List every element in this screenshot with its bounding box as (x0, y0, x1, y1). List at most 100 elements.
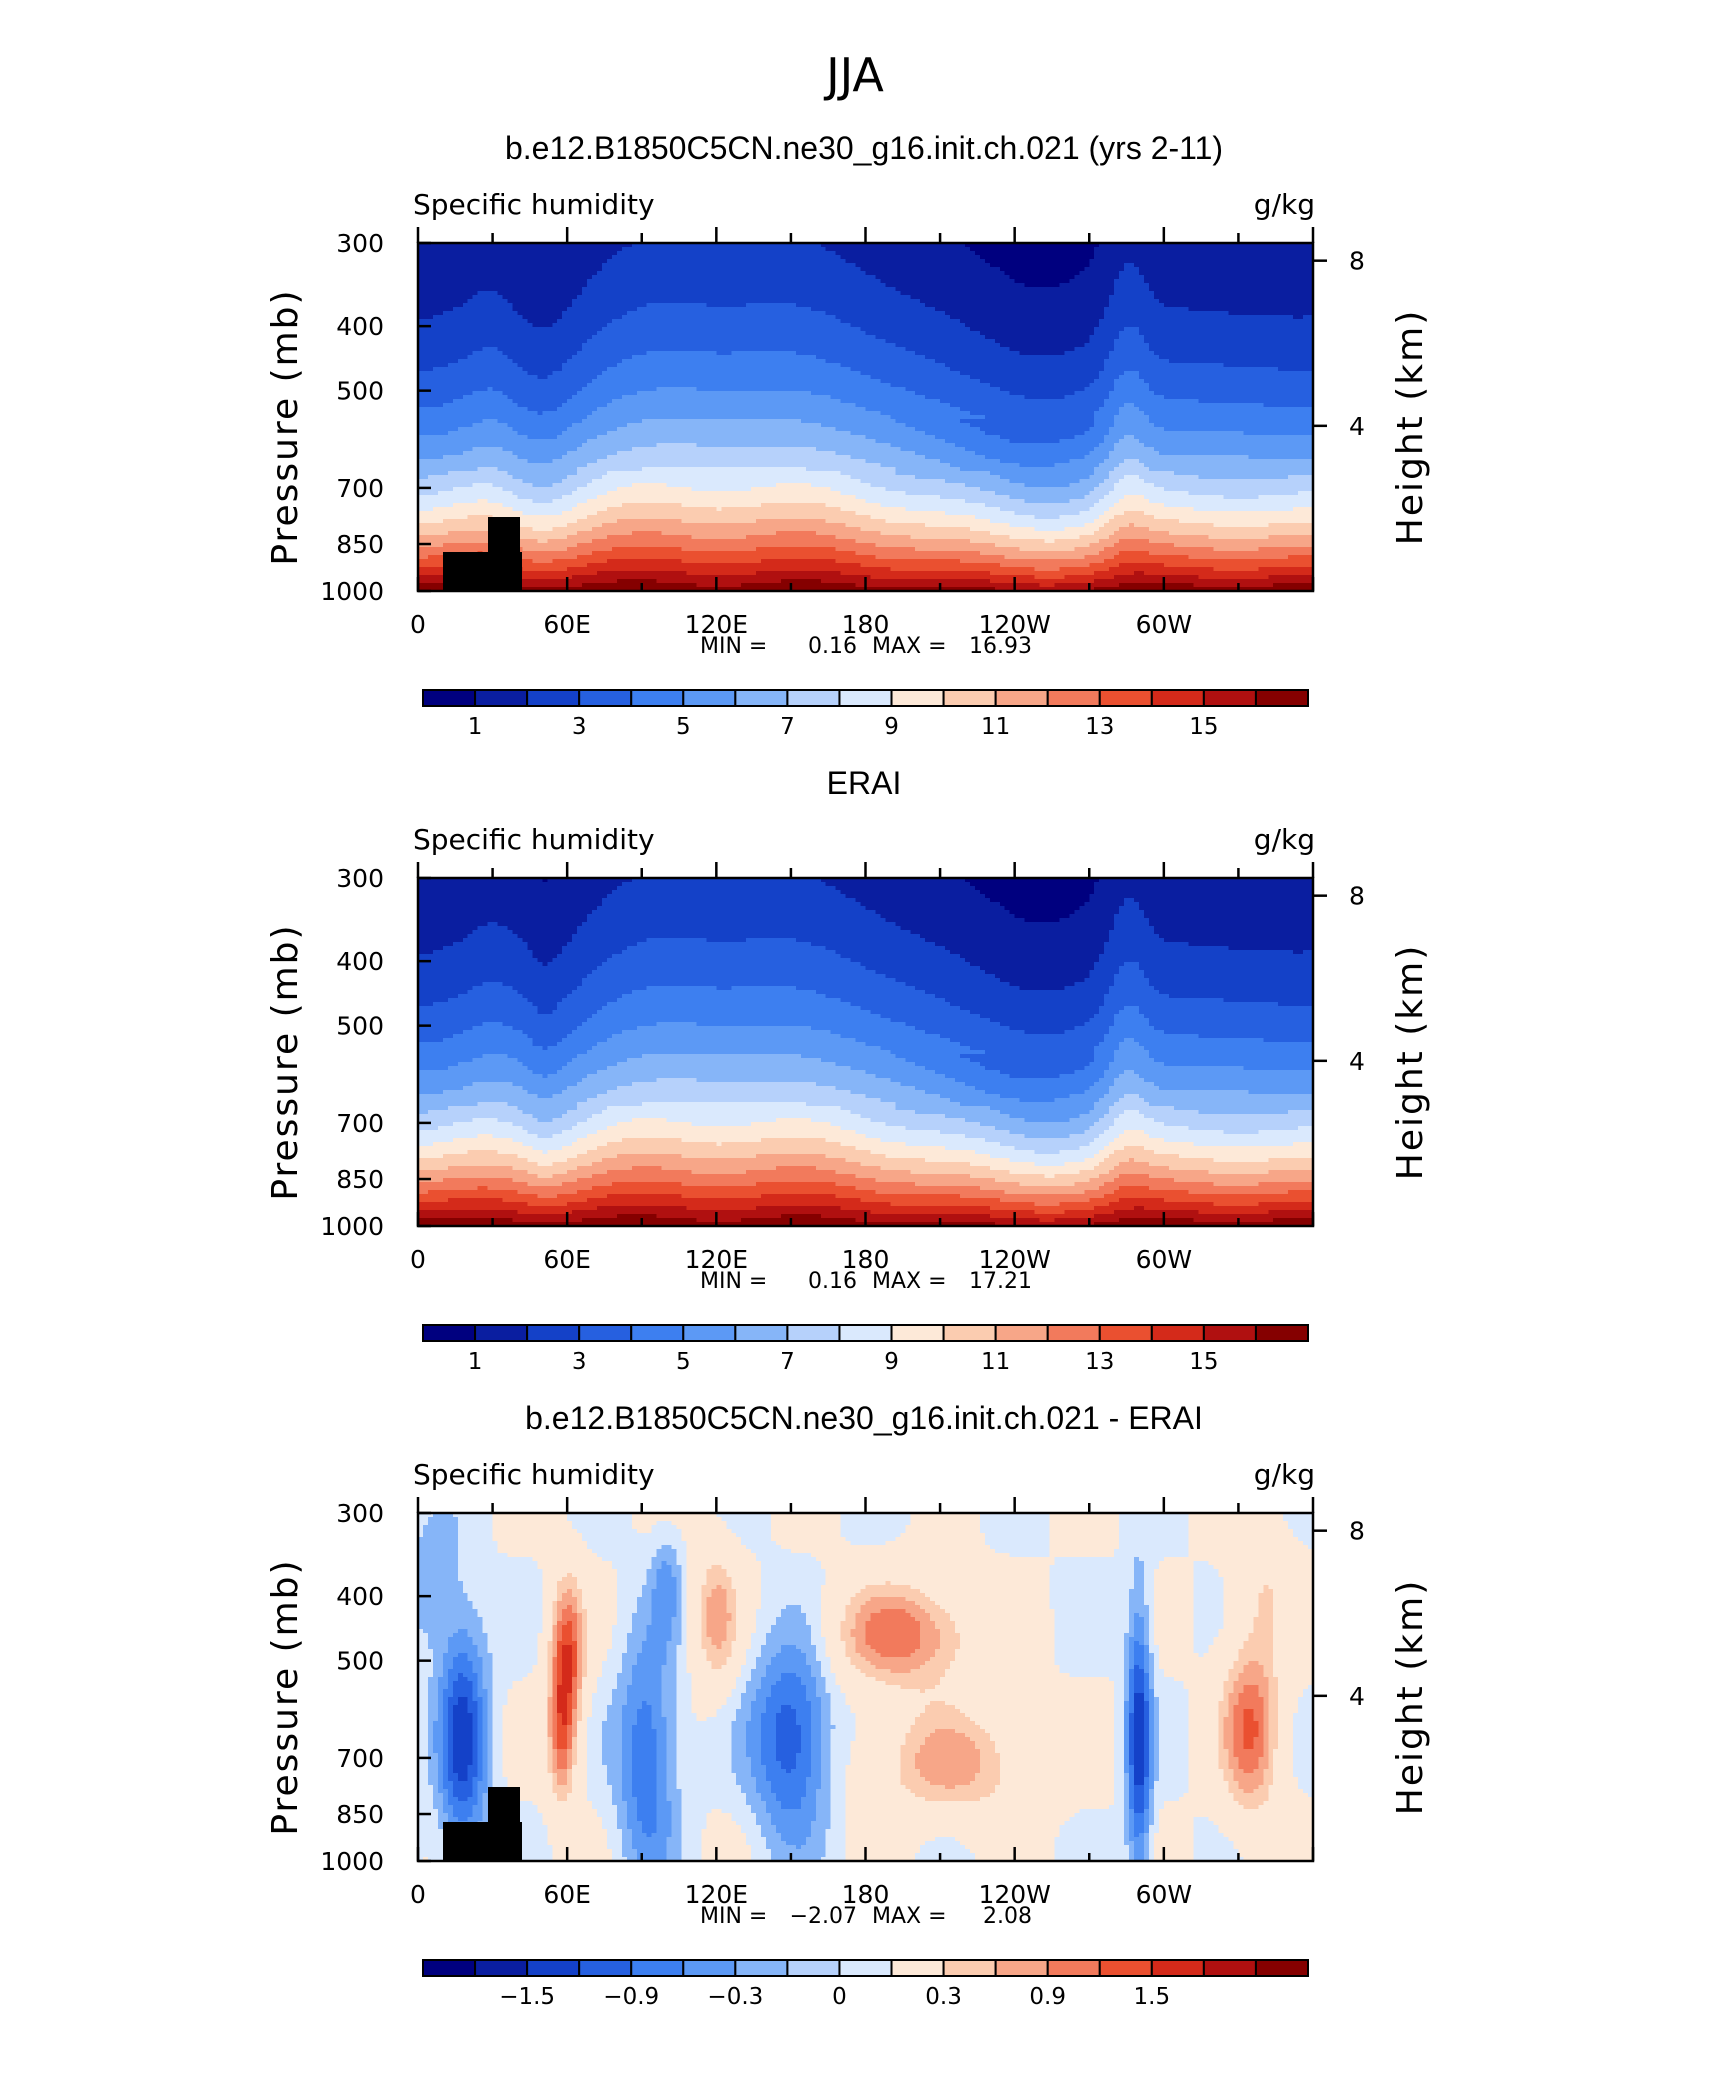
colorbar-label: 1.5 (1134, 1984, 1171, 2010)
units-label: g/kg (1254, 1458, 1315, 1491)
colorbar-box (1046, 689, 1101, 707)
min-label: MIN = (700, 634, 767, 659)
colorbar-box (786, 1324, 841, 1342)
colorbar-box (942, 1959, 997, 1977)
y-tick-label: 850 (336, 530, 384, 559)
variable-label: Specific humidity (413, 823, 655, 856)
panel-title: ERAI (827, 765, 902, 801)
colorbar-label: 0 (832, 1984, 847, 2010)
colorbar-box (474, 689, 529, 707)
y2-tick-label: 4 (1349, 412, 1365, 441)
colorbar-box (838, 1959, 893, 1977)
x-tick-label: 60E (543, 610, 591, 639)
colorbar-box (474, 1324, 529, 1342)
y2-tick-label: 8 (1349, 882, 1365, 911)
y-tick-label: 850 (336, 1800, 384, 1829)
colorbar-box (942, 1324, 997, 1342)
y-tick-label: 850 (336, 1165, 384, 1194)
y-tick-label: 300 (336, 864, 384, 893)
colorbar-box (578, 1324, 633, 1342)
colorbar-label: 3 (572, 1349, 587, 1375)
min-value: 0.16 (808, 634, 857, 659)
colorbar-box (682, 1959, 737, 1977)
y-tick-label: 700 (336, 474, 384, 503)
colorbar-box (890, 1959, 945, 1977)
colorbar-label: 15 (1189, 1349, 1218, 1375)
terrain-mask (443, 1787, 522, 1861)
colorbar-label: 0.3 (925, 1984, 962, 2010)
colorbar-box (994, 1324, 1049, 1342)
colorbar-box (630, 1959, 685, 1977)
colorbar-box (1046, 1324, 1101, 1342)
y-axis-title: Pressure (mb) (265, 288, 306, 565)
colorbar-box (1098, 1959, 1153, 1977)
y-tick-label: 500 (336, 1012, 384, 1041)
colorbar-label: 5 (676, 1349, 691, 1375)
y-tick-label: 400 (336, 312, 384, 341)
colorbar-box (1150, 689, 1205, 707)
y-tick-label: 400 (336, 1582, 384, 1611)
units-label: g/kg (1254, 188, 1315, 221)
y-tick-label: 1000 (320, 577, 384, 606)
min-value: 0.16 (808, 1269, 857, 1294)
colorbar-box (890, 689, 945, 707)
contour-field (418, 878, 1314, 1227)
colorbar-box (1202, 689, 1257, 707)
x-tick-label: 0 (410, 610, 426, 639)
y2-axis-title: Height (km) (1390, 1579, 1431, 1815)
colorbar: 1 3 5 7 9 11 13 15 (422, 689, 1309, 740)
colorbar-label: 13 (1085, 1349, 1114, 1375)
x-tick-label: 0 (410, 1245, 426, 1274)
colorbar-box (1098, 1324, 1153, 1342)
x-tick-label: 120W (978, 1245, 1050, 1274)
x-tick-label: 120E (685, 610, 749, 639)
colorbar-box (422, 1959, 477, 1977)
max-label: MAX = (872, 1904, 947, 1929)
y-tick-label: 500 (336, 377, 384, 406)
colorbar-label: 0.9 (1029, 1984, 1066, 2010)
colorbar-label: 7 (780, 714, 795, 740)
panel-title: b.e12.B1850C5CN.ne30_g16.init.ch.021 - E… (525, 1400, 1203, 1436)
colorbar-box (1202, 1959, 1257, 1977)
colorbar-label: 9 (884, 1349, 899, 1375)
y-tick-label: 1000 (320, 1847, 384, 1876)
colorbar-box (422, 1324, 477, 1342)
y-tick-label: 300 (336, 229, 384, 258)
y2-axis-title: Height (km) (1390, 309, 1431, 545)
max-value: 16.93 (969, 634, 1032, 659)
x-tick-label: 180 (842, 1245, 890, 1274)
colorbar-box (994, 689, 1049, 707)
colorbar-box (578, 689, 633, 707)
panel-title: b.e12.B1850C5CN.ne30_g16.init.ch.021 (yr… (505, 130, 1223, 166)
colorbar-label: 1 (468, 714, 483, 740)
figure-title: JJA (823, 48, 884, 102)
x-tick-label: 120E (685, 1245, 749, 1274)
colorbar-box (942, 689, 997, 707)
colorbar-box (786, 1959, 841, 1977)
min-label: MIN = (700, 1269, 767, 1294)
x-tick-label: 180 (842, 1880, 890, 1909)
y-axis-title: Pressure (mb) (265, 923, 306, 1200)
colorbar-box (578, 1959, 633, 1977)
colorbar-label: −1.5 (499, 1984, 555, 2010)
colorbar-label: −0.9 (603, 1984, 659, 2010)
colorbar-box (1254, 689, 1309, 707)
colorbar: −1.5 −0.9 −0.3 0 0.3 0.9 1.5 (422, 1959, 1309, 2010)
units-label: g/kg (1254, 823, 1315, 856)
colorbar-box (1098, 689, 1153, 707)
y-tick-label: 700 (336, 1109, 384, 1138)
x-tick-label: 120W (978, 1880, 1050, 1909)
colorbar-box (526, 1324, 581, 1342)
y-tick-label: 300 (336, 1499, 384, 1528)
colorbar-box (422, 689, 477, 707)
colorbar-box (1046, 1959, 1101, 1977)
colorbar-box (682, 1324, 737, 1342)
colorbar-box (838, 689, 893, 707)
colorbar-label: 3 (572, 714, 587, 740)
colorbar-label: 9 (884, 714, 899, 740)
y-tick-label: 1000 (320, 1212, 384, 1241)
y2-tick-label: 4 (1349, 1047, 1365, 1076)
variable-label: Specific humidity (413, 188, 655, 221)
